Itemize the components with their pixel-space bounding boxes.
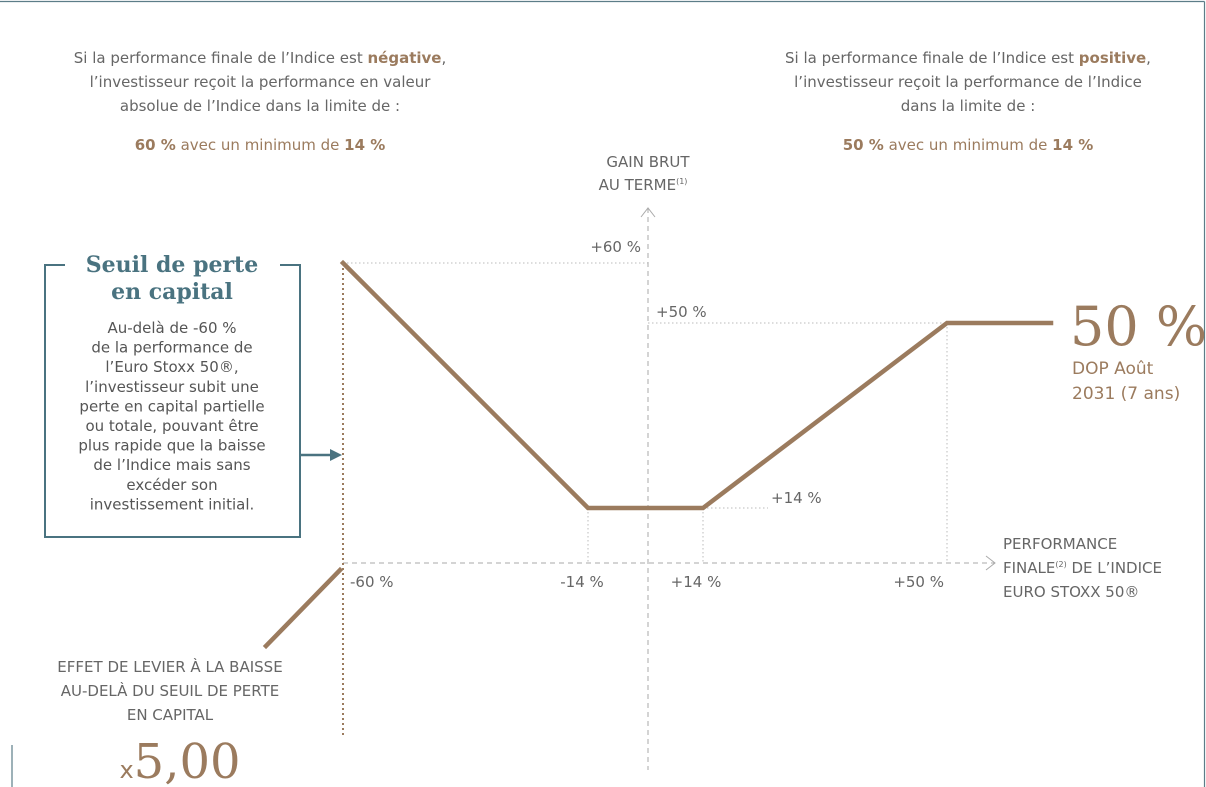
text: avec un minimum de (176, 136, 344, 154)
text: (2) (1055, 560, 1066, 569)
text: -14 % (560, 573, 604, 591)
text: -60 % (350, 573, 394, 591)
text: EFFET DE LEVIER À LA BAISSE (57, 657, 282, 676)
left-note: Si la performance finale de l’Indice est… (74, 49, 447, 154)
text: l’Euro Stoxx 50®, (105, 358, 238, 376)
threshold-box: Seuil de perte en capital Au-delà de -60… (44, 252, 342, 538)
text: absolue de l’Indice dans la limite de : (120, 97, 400, 115)
text: l’investisseur reçoit la performance de … (794, 73, 1142, 91)
text: 50 % (1070, 295, 1206, 358)
payoff-line (262, 259, 1054, 650)
text: 50 % avec un minimum de 14 % (843, 136, 1094, 154)
text: EURO STOXX 50® (1003, 583, 1139, 601)
text: Si la performance finale de l’Indice est… (785, 49, 1151, 67)
text: x (119, 756, 133, 784)
text: 14 % (1052, 136, 1093, 154)
text: 2031 (7 ans) (1072, 384, 1180, 404)
text: avec un minimum de (884, 136, 1052, 154)
x-axis-label: PERFORMANCE FINALE(2) DE L’INDICE EURO S… (1003, 535, 1162, 601)
text: PERFORMANCE (1003, 535, 1117, 553)
text: AU TERME(1) (599, 176, 688, 194)
text: FINALE (1003, 559, 1055, 577)
text: DOP Août (1072, 359, 1154, 379)
box-body: Au-delà de -60 % de la performance del’Eu… (78, 319, 265, 513)
text: GAIN BRUT (606, 153, 690, 171)
text: +50 % (656, 303, 707, 321)
axes (342, 207, 996, 770)
text: Au-delà de -60 % (107, 319, 236, 337)
text: DE L’INDICE (1067, 559, 1162, 577)
value-labels: +60 % +50 % +14 % -60 % -14 % +14 % +50 … (350, 238, 944, 591)
text: Seuil de perte (86, 252, 258, 278)
y-axis-label: GAIN BRUT AU TERME(1) (599, 153, 691, 194)
text: 60 % avec un minimum de 14 % (135, 136, 386, 154)
text: 14 % (344, 136, 385, 154)
text: EN CAPITAL (127, 706, 214, 724)
text: Si la performance finale de l’Indice est (74, 49, 368, 67)
text: Si la performance finale de l’Indice est… (74, 49, 447, 67)
text: , (1146, 49, 1151, 67)
text: plus rapide que la baisse (78, 437, 265, 455)
text: , (441, 49, 446, 67)
text: excéder son (126, 476, 217, 494)
text: l’investisseur reçoit la performance en … (90, 73, 432, 91)
right-note: Si la performance finale de l’Indice est… (785, 49, 1151, 154)
text: 50 % (843, 136, 884, 154)
text: x5,00 (119, 734, 240, 787)
text: +60 % (590, 238, 641, 256)
text: ou totale, pouvant être (85, 417, 258, 435)
text: de la performance de (91, 339, 252, 357)
text: FINALE(2) DE L’INDICE (1003, 559, 1162, 577)
text: +50 % (893, 573, 944, 591)
text: perte en capital partielle (79, 397, 264, 415)
result: 50 % DOP Août 2031 (7 ans) (1070, 295, 1206, 404)
text: en capital (111, 279, 233, 305)
leverage: EFFET DE LEVIER À LA BAISSE AU-DELÀ DU S… (57, 657, 282, 787)
text: l’investisseur subit une (85, 378, 259, 396)
text: dans la limite de : (901, 97, 1036, 115)
text: investissement initial. (90, 495, 255, 513)
text: +14 % (771, 489, 822, 507)
text: 5,00 (134, 734, 241, 787)
text: AU TERME (599, 176, 677, 194)
text: AU-DELÀ DU SEUIL DE PERTE (61, 681, 280, 700)
text: +14 % (671, 573, 722, 591)
text: (1) (676, 177, 687, 186)
text: positive (1079, 49, 1146, 67)
text: Si la performance finale de l’Indice est (785, 49, 1079, 67)
text: de l’Indice mais sans (93, 456, 250, 474)
text: négative (367, 49, 441, 67)
text: 60 % (135, 136, 176, 154)
